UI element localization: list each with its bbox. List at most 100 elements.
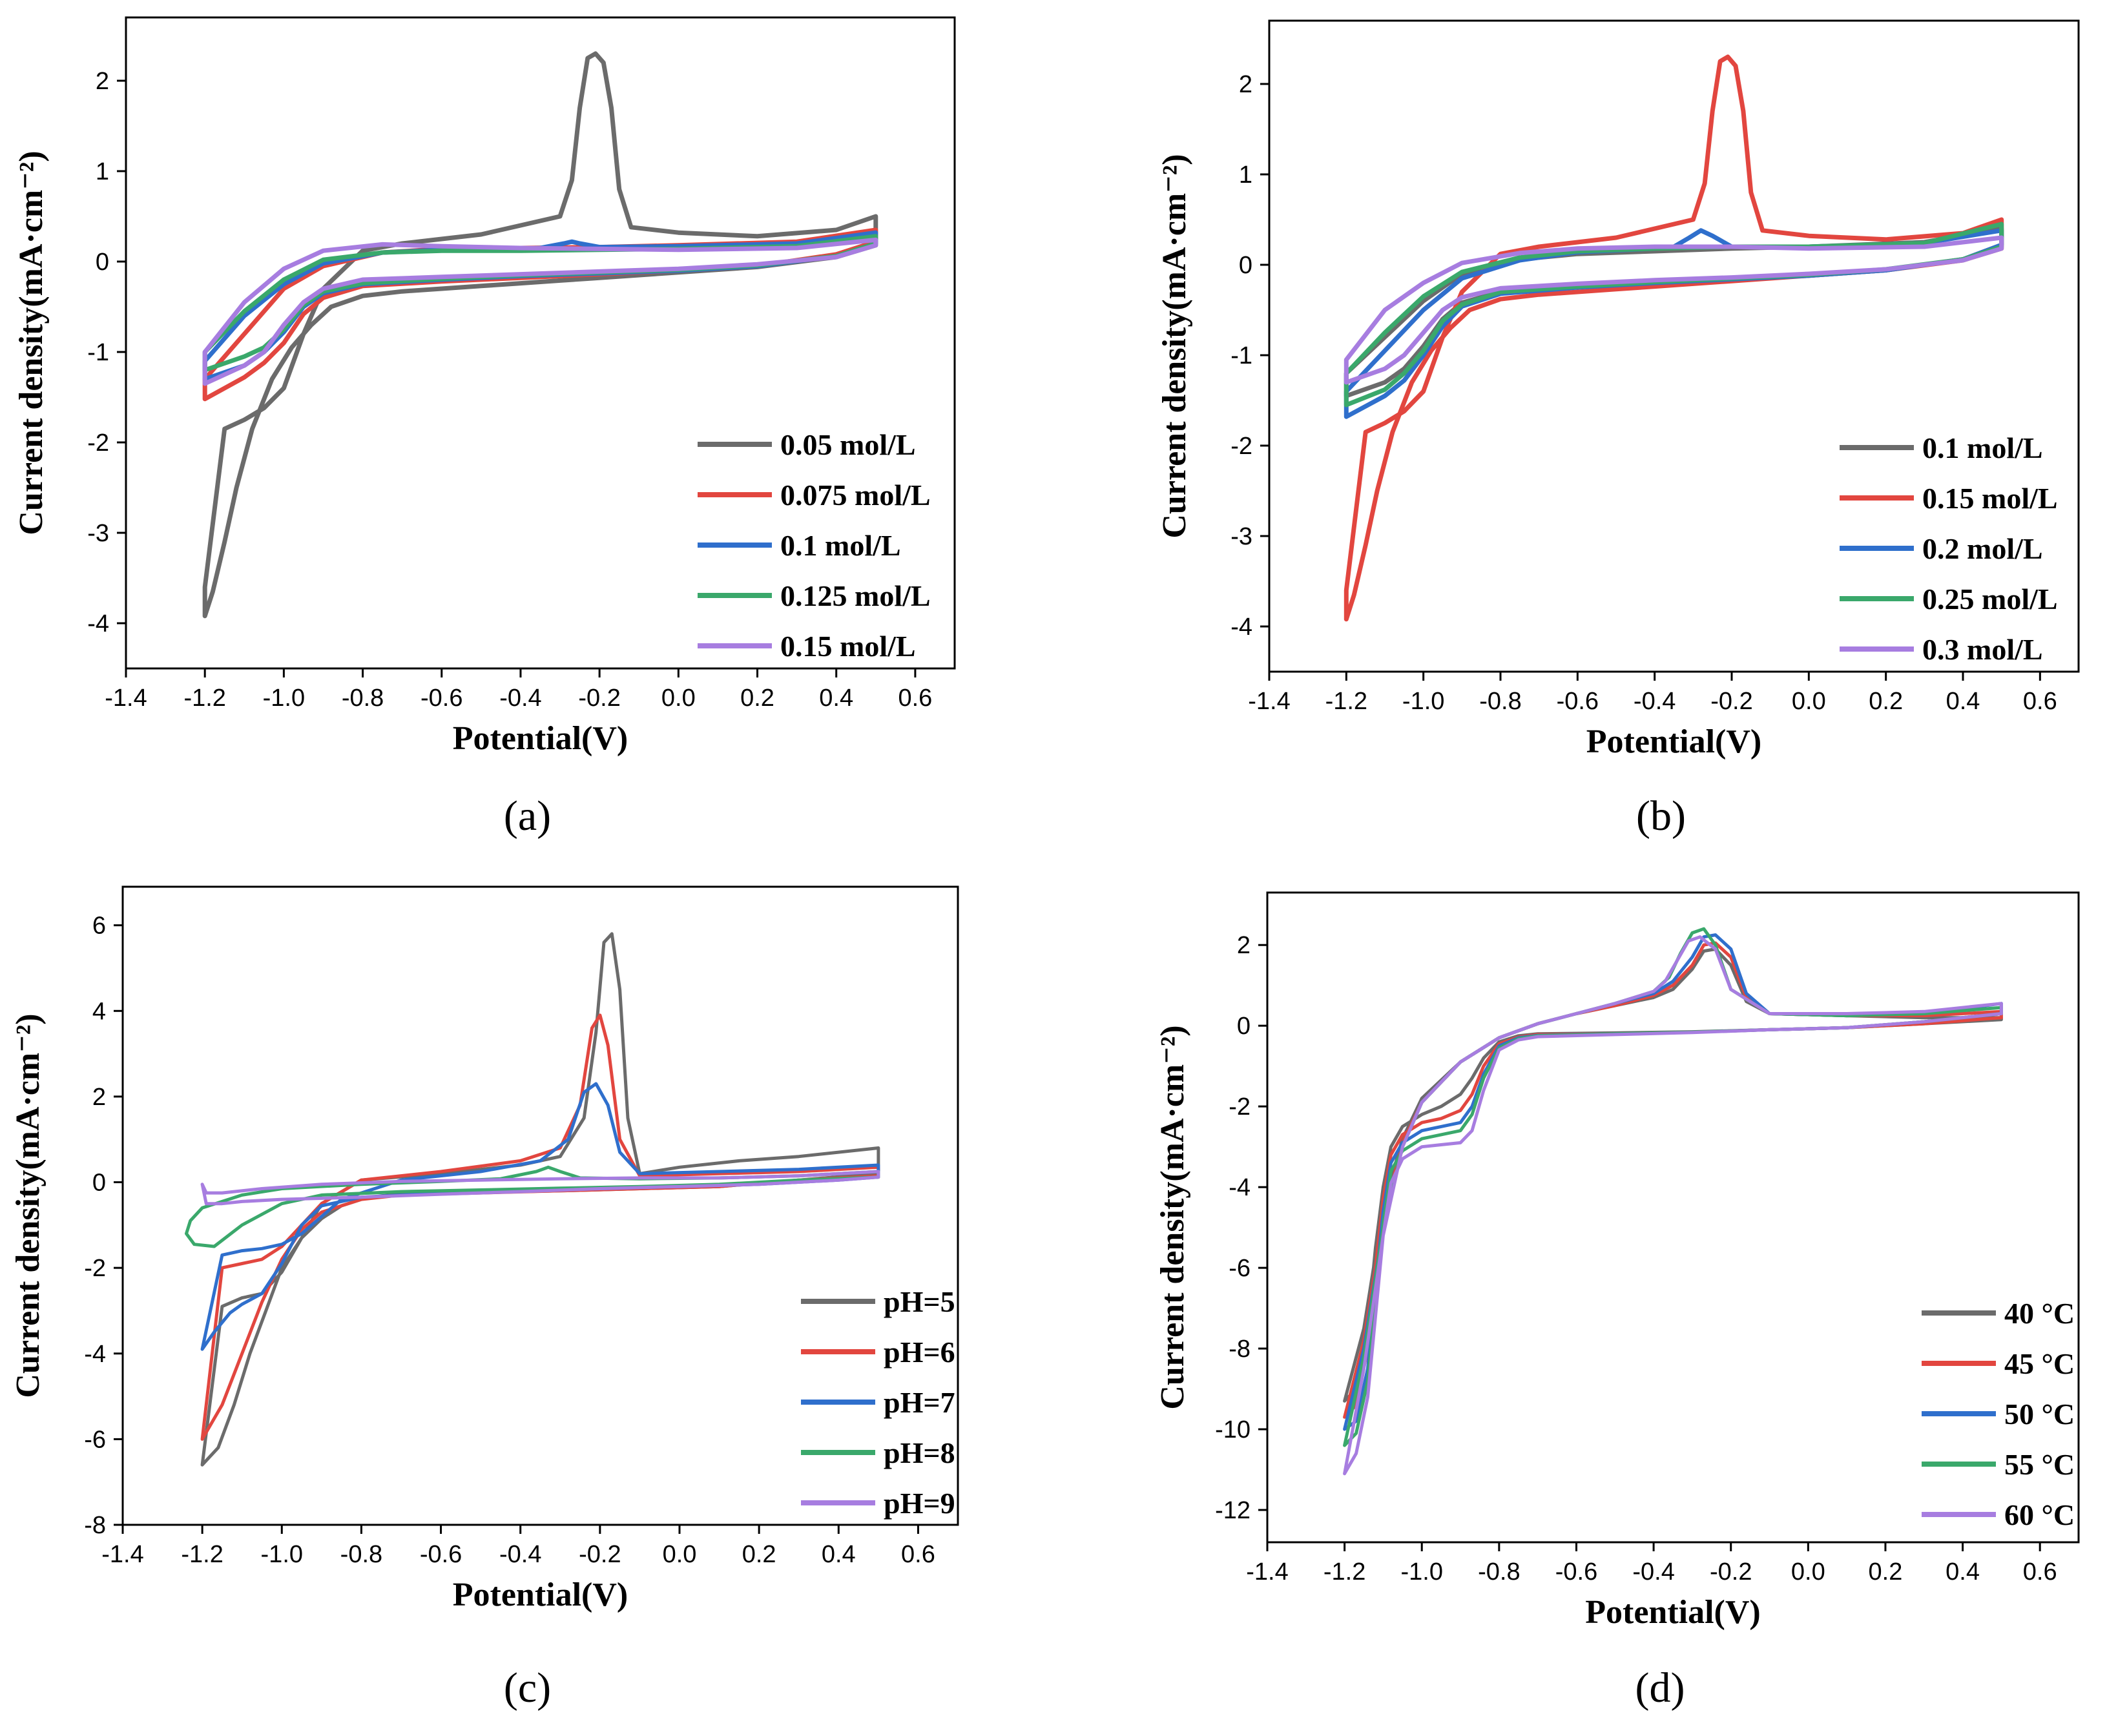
y-tick-label: -6 — [1229, 1255, 1251, 1282]
y-tick-label: 1 — [96, 158, 109, 185]
x-tick-label: 0.2 — [1869, 1558, 1903, 1586]
legend-entry: 0.125 mol/L — [780, 579, 931, 612]
x-axis-title: Potential(V) — [453, 720, 628, 757]
y-tick-label: 6 — [92, 913, 106, 940]
legend-entry: 50 °C — [2004, 1398, 2075, 1431]
series-line-2 — [1344, 228, 2004, 419]
y-tick-label: -1 — [1230, 342, 1252, 369]
chart-panel-c: -1.4 -1.2 -1.0 -0.8 -0.6 -0.4 -0.2 0.0 0.2 0.4 0.6… — [10, 885, 959, 1711]
y-axis-title: Current density(mA·cm⁻²) — [10, 1013, 47, 1398]
legend-entry: 0.075 mol/L — [780, 479, 931, 512]
y-tick-label: 2 — [1237, 932, 1251, 959]
y-tick-label: -6 — [84, 1426, 106, 1453]
x-tick-label: 0.4 — [819, 685, 853, 712]
x-tick-label: 0.6 — [901, 1541, 935, 1568]
legend-entry: 0.15 mol/L — [1922, 482, 2058, 515]
x-tick-label: -1.2 — [181, 1541, 223, 1568]
x-tick-label: -0.6 — [1557, 688, 1599, 715]
x-tick-label: 0.6 — [2023, 688, 2057, 715]
legend-entry: pH=9 — [884, 1487, 955, 1520]
y-tick-label: 2 — [96, 68, 109, 95]
plot-frame — [125, 16, 956, 670]
x-tick-label: -0.4 — [499, 1541, 541, 1568]
y-tick-label: -12 — [1215, 1497, 1251, 1524]
x-tick-label: 0.0 — [661, 685, 696, 712]
x-tick-label: -1.4 — [1248, 688, 1290, 715]
series-line-4 — [202, 237, 878, 386]
x-tick-label: -0.2 — [578, 685, 620, 712]
x-tick-label: 0.6 — [2023, 1558, 2057, 1586]
plot-frame — [121, 885, 959, 1526]
legend-entry: pH=8 — [884, 1436, 955, 1469]
y-tick-label: -2 — [1230, 433, 1252, 460]
x-tick-label: -1.4 — [1246, 1558, 1288, 1586]
legend-entry: 0.1 mol/L — [1922, 431, 2043, 464]
y-tick-label: -4 — [1230, 614, 1252, 641]
legend-entry: pH=5 — [884, 1285, 955, 1318]
series-line-3 — [1343, 927, 2003, 1447]
chart-panel-d: -1.4 -1.2 -1.0 -0.8 -0.6 -0.4 -0.2 0.0 0.2 0.4 0.6… — [1154, 891, 2080, 1711]
x-tick-label: -1.0 — [263, 685, 305, 712]
legend-entry: pH=7 — [884, 1386, 955, 1419]
x-tick-label: -1.0 — [261, 1541, 303, 1568]
y-tick-label: 0 — [1237, 1013, 1251, 1040]
series-line-1 — [202, 227, 878, 402]
x-tick-label: -0.2 — [1710, 688, 1752, 715]
legend-entry: 40 °C — [2004, 1297, 2075, 1330]
x-tick-label: 0.0 — [1791, 1558, 1825, 1586]
x-tick-label: -1.4 — [101, 1541, 143, 1568]
y-tick-label: 0 — [1239, 252, 1252, 279]
x-tick-label: 0.2 — [1869, 688, 1903, 715]
y-tick-label: 1 — [1239, 161, 1252, 189]
x-tick-label: 0.4 — [822, 1541, 856, 1568]
x-tick-label: 0.2 — [742, 1541, 776, 1568]
x-tick-label: 0.0 — [663, 1541, 697, 1568]
x-tick-label: -0.4 — [499, 685, 541, 712]
y-tick-label: -8 — [1229, 1336, 1251, 1363]
y-tick-label: -2 — [87, 429, 109, 457]
legend-entry: 0.05 mol/L — [780, 428, 916, 461]
y-tick-label: -3 — [1230, 523, 1252, 550]
x-tick-label: -1.2 — [1323, 1558, 1365, 1586]
series-line-0 — [1344, 226, 2004, 398]
y-axis-title: Current density(mA·cm⁻²) — [13, 150, 50, 535]
y-tick-label: -3 — [87, 520, 109, 547]
y-tick-label: -8 — [84, 1512, 106, 1539]
y-tick-label: -4 — [84, 1341, 106, 1368]
x-tick-label: -0.6 — [420, 1541, 462, 1568]
legend-entry: 60 °C — [2004, 1498, 2075, 1531]
series-line-4 — [200, 1170, 880, 1206]
x-axis-title: Potential(V) — [1586, 723, 1761, 760]
x-tick-label: -0.6 — [1555, 1558, 1597, 1586]
x-tick-label: -0.2 — [579, 1541, 621, 1568]
panel-label: (c) — [504, 1664, 551, 1711]
legend-entry: 0.15 mol/L — [780, 630, 916, 663]
series-line-2 — [1343, 933, 2003, 1431]
x-tick-label: -0.8 — [340, 1541, 382, 1568]
y-tick-label: -4 — [1229, 1174, 1251, 1201]
series-line-2 — [200, 1082, 880, 1351]
x-tick-label: 0.6 — [898, 685, 932, 712]
series-line-1 — [200, 1013, 880, 1441]
y-axis-title: Current density(mA·cm⁻²) — [1156, 154, 1193, 538]
series-line-1 — [1344, 54, 2004, 622]
y-tick-label: -1 — [87, 339, 109, 366]
x-tick-label: 0.4 — [1946, 688, 1980, 715]
series-line-4 — [1343, 935, 2003, 1476]
series-line-0 — [202, 51, 878, 619]
y-tick-label: 4 — [92, 998, 106, 1025]
y-tick-label: -4 — [87, 610, 109, 637]
x-tick-label: -1.0 — [1400, 1558, 1442, 1586]
legend-entry: 0.2 mol/L — [1922, 532, 2043, 565]
plot-frame — [1266, 891, 2080, 1544]
x-tick-label: 0.2 — [740, 685, 774, 712]
x-tick-label: 0.0 — [1792, 688, 1826, 715]
legend-entry: 45 °C — [2004, 1347, 2075, 1380]
y-tick-label: 2 — [1239, 71, 1252, 98]
x-tick-label: -1.0 — [1402, 688, 1444, 715]
y-tick-label: -2 — [1229, 1093, 1251, 1121]
x-axis-title: Potential(V) — [1585, 1594, 1760, 1631]
x-tick-label: -0.8 — [1479, 688, 1521, 715]
plot-frame — [1268, 19, 2080, 673]
